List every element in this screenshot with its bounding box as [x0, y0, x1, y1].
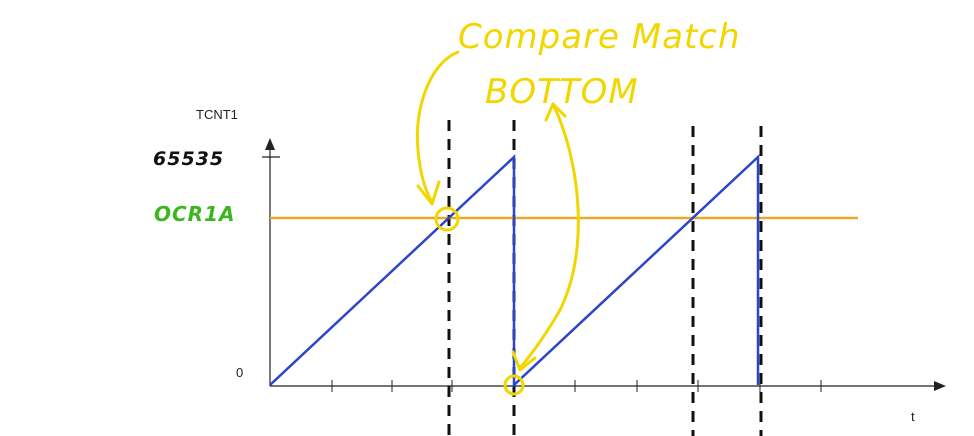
counter-series-line — [269, 154, 760, 388]
y-axis-label: TCNT1 — [196, 107, 238, 122]
bottom-arrow — [518, 102, 580, 370]
compare-match-arrow — [415, 50, 460, 204]
bottom-highlight — [503, 374, 525, 396]
x-axis-label: t — [911, 409, 915, 424]
bottom-arrowhead — [511, 350, 537, 372]
event-markers — [447, 120, 763, 436]
y-zero-label: 0 — [236, 365, 243, 380]
bottom-arrowhead-stem — [544, 102, 567, 122]
bottom-annotation: BOTTOM — [485, 72, 639, 112]
compare-match-arrowhead — [416, 180, 441, 206]
compare-match-annotation: Compare Match — [458, 17, 741, 57]
threshold-label: OCR1A — [154, 202, 235, 226]
top-value-annotation: 65535 — [153, 148, 224, 170]
compare-match-highlight — [434, 206, 460, 232]
